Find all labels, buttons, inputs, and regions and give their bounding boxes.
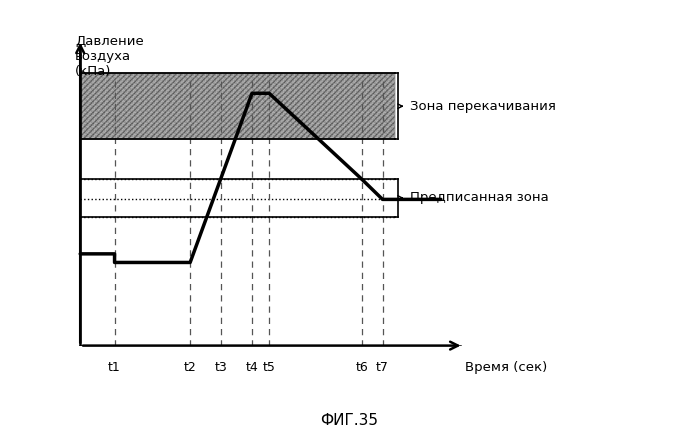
- Text: Зона перекачивания: Зона перекачивания: [410, 100, 556, 113]
- Text: t6: t6: [356, 361, 368, 375]
- Bar: [80, 73, 394, 139]
- Text: ФИГ.35: ФИГ.35: [321, 413, 378, 428]
- Text: t2: t2: [184, 361, 196, 375]
- Text: t3: t3: [215, 361, 227, 375]
- Text: Предписанная зона: Предписанная зона: [410, 191, 549, 204]
- Text: t4: t4: [245, 361, 259, 375]
- Text: t1: t1: [108, 361, 121, 375]
- Text: t5: t5: [263, 361, 275, 375]
- Text: Давление
воздуха
(кПа): Давление воздуха (кПа): [75, 35, 144, 78]
- Text: t7: t7: [376, 361, 389, 375]
- Bar: [80, 73, 394, 139]
- Text: Время (сек): Время (сек): [466, 361, 548, 375]
